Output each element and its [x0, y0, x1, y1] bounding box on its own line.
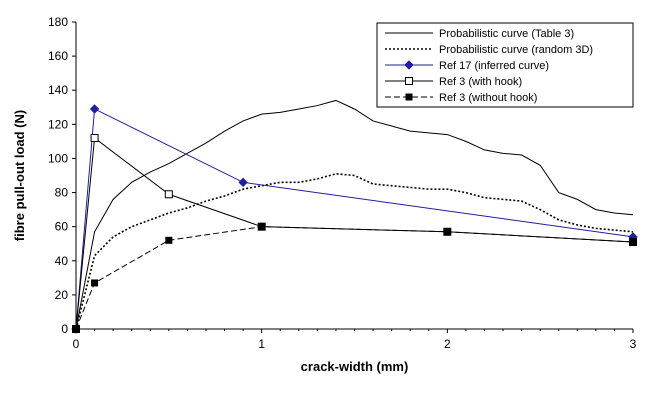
- series-5: [72, 223, 637, 333]
- series-3: [71, 104, 638, 334]
- data-point: [72, 325, 80, 333]
- x-tick-label: 1: [258, 337, 265, 351]
- x-tick-label: 2: [444, 337, 451, 351]
- legend-label: Ref 17 (inferred curve): [439, 60, 549, 72]
- legend-swatch-marker: [405, 93, 413, 101]
- data-point: [629, 238, 637, 246]
- y-axis-label: fibre pull-out load (N): [12, 110, 27, 241]
- data-point: [90, 133, 99, 142]
- series-2: [75, 172, 634, 330]
- legend-items: Probabilistic curve (Table 3) Probabilist…: [385, 28, 593, 104]
- y-tick-label: 80: [55, 186, 69, 200]
- legend-entry: Ref 3 (without hook): [385, 92, 537, 104]
- legend-swatch-marker: [404, 60, 414, 70]
- series-4: [72, 133, 637, 333]
- legend-entry: Probabilistic curve (random 3D): [385, 44, 593, 56]
- x-tick-label: 0: [73, 337, 80, 351]
- series-layer: [71, 99, 638, 334]
- series-1: [75, 99, 634, 330]
- data-point: [164, 190, 173, 199]
- y-tick-label: 40: [55, 254, 69, 268]
- y-axis-ticks: 0 20 40 60 80 100 120 140 160 180: [48, 15, 76, 336]
- legend-swatch-marker: [405, 77, 413, 85]
- legend-entry: Ref 3 (with hook): [385, 76, 522, 88]
- y-tick-label: 140: [48, 83, 68, 97]
- series-line: [75, 172, 634, 330]
- series-line: [75, 137, 634, 330]
- legend-label: Ref 3 (without hook): [439, 92, 537, 104]
- plot-area: 0 1 2 3 0 20 40 60 80 100 120 140 160 180: [48, 15, 638, 351]
- y-tick-label: 160: [48, 49, 68, 63]
- series-line: [75, 99, 634, 330]
- data-point: [238, 177, 248, 188]
- y-tick-label: 0: [61, 322, 68, 336]
- legend-entry: Ref 17 (inferred curve): [385, 60, 549, 72]
- y-tick-label: 120: [48, 117, 68, 131]
- x-axis-ticks: 0 1 2 3: [73, 329, 637, 351]
- y-tick-label: 100: [48, 151, 68, 165]
- y-tick-label: 180: [48, 15, 68, 29]
- data-point: [443, 228, 451, 236]
- legend-entry: Probabilistic curve (Table 3): [385, 28, 574, 40]
- series-line: [75, 108, 634, 330]
- legend-label: Probabilistic curve (random 3D): [439, 44, 593, 56]
- series-line: [75, 226, 634, 330]
- x-tick-label: 3: [630, 337, 637, 351]
- legend: Probabilistic curve (Table 3) Probabilist…: [376, 22, 634, 108]
- y-tick-label: 60: [55, 220, 69, 234]
- legend-label: Ref 3 (with hook): [439, 76, 522, 88]
- data-point: [89, 104, 100, 114]
- data-point: [258, 223, 266, 231]
- legend-label: Probabilistic curve (Table 3): [439, 28, 574, 40]
- data-point: [165, 236, 173, 244]
- data-point: [91, 279, 99, 287]
- x-axis-label: crack-width (mm): [301, 359, 409, 374]
- y-tick-label: 20: [55, 288, 69, 302]
